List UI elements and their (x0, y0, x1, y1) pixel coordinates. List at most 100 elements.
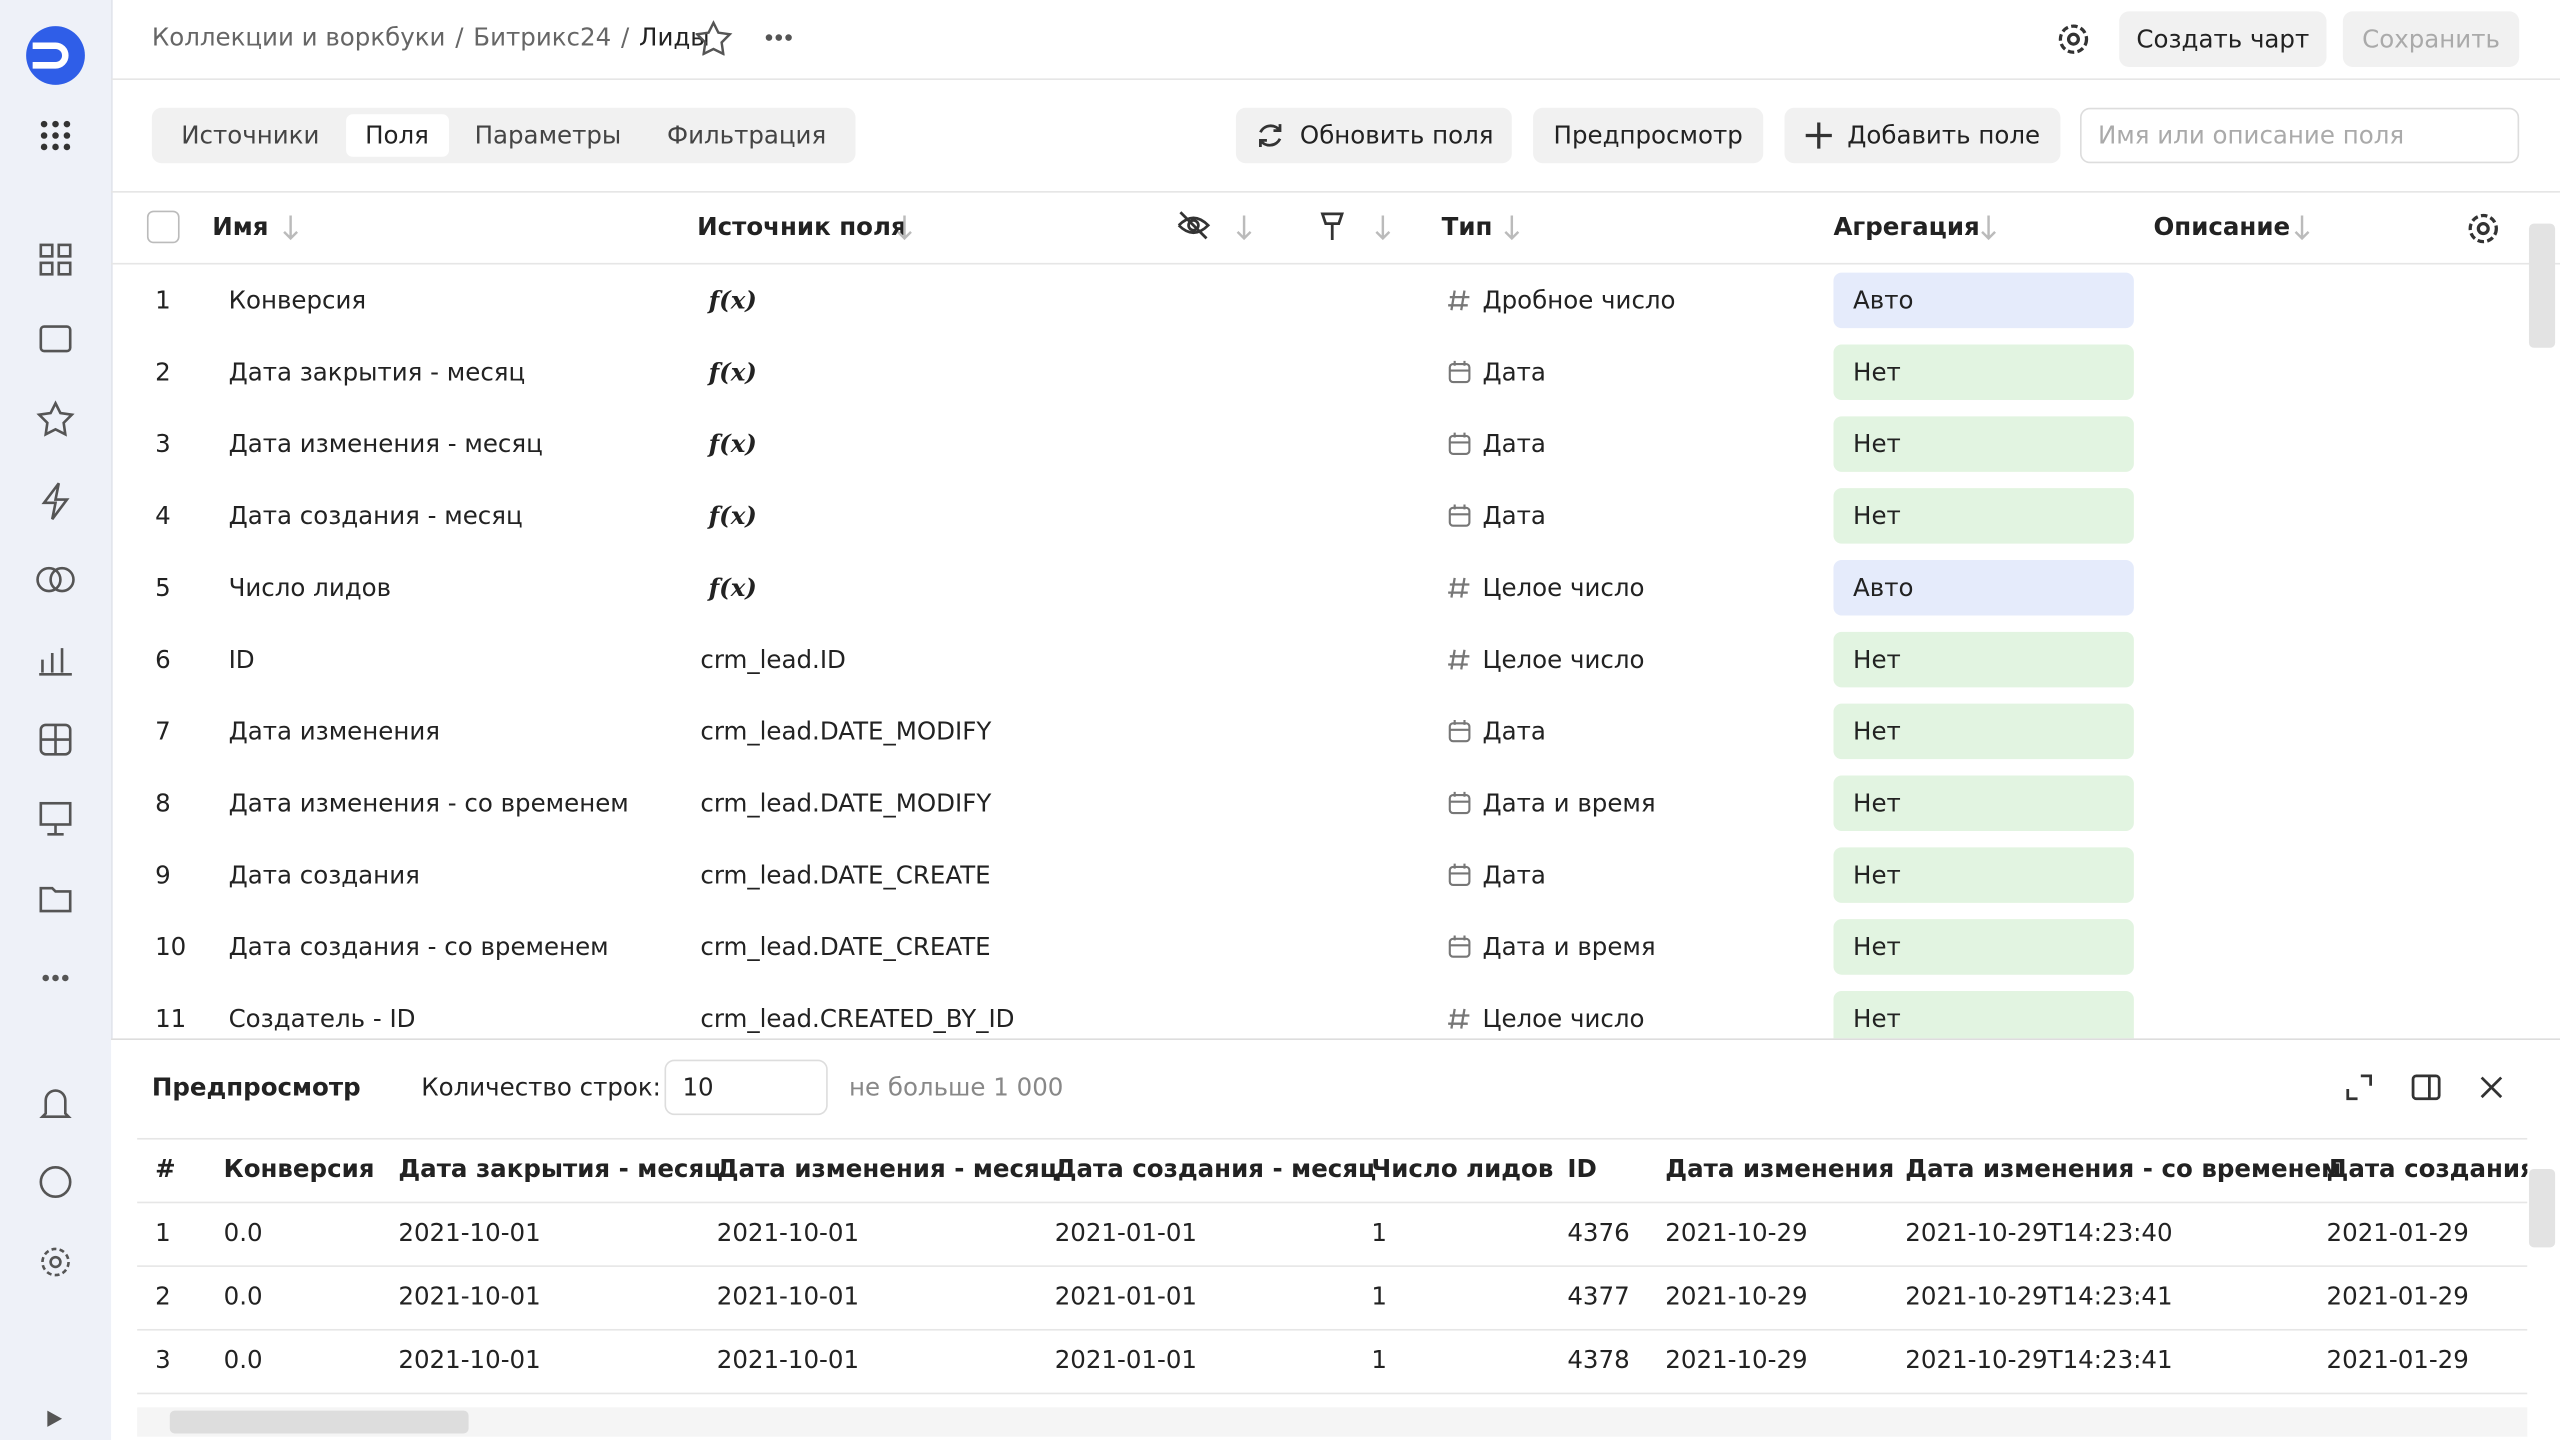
field-name: Дата изменения - месяц (228, 429, 543, 459)
sort-icon[interactable] (1502, 212, 1522, 241)
field-name: Дата изменения - со временем (228, 788, 629, 818)
field-source: f(x) (708, 285, 757, 316)
field-type: Целое число (1482, 1004, 1645, 1034)
row-number: 7 (155, 716, 171, 747)
refresh-fields-button[interactable]: Обновить поля (1235, 107, 1512, 164)
preview-cell: 1 (1371, 1281, 1388, 1312)
table-settings-icon[interactable] (2465, 211, 2501, 247)
aggregation-select[interactable]: Авто (1833, 272, 2134, 329)
h-scrollbar (169, 1410, 469, 1434)
row-number: 11 (155, 1004, 187, 1034)
field-source: crm_lead.ID (700, 644, 846, 675)
preview-icons[interactable] (2343, 1071, 2510, 1104)
fields-table: Имя Источник поля Тип Агрегация Описание 1 Кон… (155, 212, 2312, 1039)
tab[interactable]: Фильтрация (666, 120, 827, 151)
field-source: crm_lead.DATE_CREATE (700, 932, 991, 962)
row-number: 6 (155, 644, 171, 675)
number-icon (1448, 1008, 1470, 1029)
aggregation-select[interactable]: Нет (1833, 991, 2134, 1039)
preview-cell: 2021-10-01 (716, 1217, 860, 1248)
preview-cell: 1 (1371, 1345, 1388, 1375)
aggregation-select[interactable]: Нет (1833, 344, 2134, 400)
row-number: 9 (155, 860, 171, 890)
aggregation-select[interactable]: Нет (1833, 703, 2134, 760)
row-number: 1 (155, 285, 171, 316)
rows-input[interactable]: 10 (664, 1059, 828, 1116)
search-input[interactable]: Имя или описание поля (2079, 107, 2520, 164)
preview-cell: 2021-01-29 (2326, 1345, 2469, 1375)
column-icons (1177, 211, 1391, 241)
sort-icon[interactable] (2292, 212, 2312, 241)
date-icon (1448, 791, 1471, 815)
preview-cell: 2021-10-01 (716, 1345, 860, 1375)
aggregation-select[interactable]: Нет (1833, 416, 2134, 472)
preview-column-header: Число лидов (1371, 1154, 1554, 1184)
tabs: Источники Поля Параметры Фильтрация (151, 107, 856, 164)
field-name: Дата изменения (228, 716, 440, 747)
add-field-button[interactable]: Добавить поле (1784, 107, 2061, 164)
date-icon (1448, 504, 1471, 527)
preview-column-header: Дата создания (2326, 1154, 2528, 1184)
tab[interactable]: Поля (345, 114, 449, 157)
preview-cell: 0.0 (223, 1217, 263, 1248)
field-type: Дата и время (1482, 788, 1656, 818)
preview-cell: 2021-10-29 (1665, 1281, 1808, 1312)
preview-column-header: Дата изменения (1665, 1154, 1895, 1184)
row-number: 4 (155, 501, 171, 531)
plus-icon (1806, 122, 1833, 149)
field-source: crm_lead.DATE_CREATE (700, 860, 991, 890)
preview-cell: 3 (155, 1345, 171, 1375)
preview-title: Предпросмотр (151, 1072, 361, 1103)
preview-table: # Конверсия Дата закрытия - месяц Дата изме… (137, 1137, 2528, 1395)
column-header: Источник поля (697, 212, 907, 242)
aggregation-select[interactable]: Авто (1833, 559, 2134, 616)
settings-icon[interactable] (2056, 21, 2092, 57)
aggregation-select[interactable]: Нет (1833, 488, 2134, 544)
row-number: 8 (155, 788, 171, 818)
field-type: Дата (1482, 429, 1546, 459)
preview-cell: 2021-01-29 (2326, 1281, 2469, 1312)
field-type: Дробное число (1482, 285, 1676, 316)
preview-cell: 4377 (1567, 1281, 1630, 1312)
preview-cell: 2021-10-29 (1665, 1345, 1808, 1375)
crumb: Битрикс24 (473, 22, 612, 53)
sort-icon[interactable] (1979, 212, 1999, 241)
preview-cell: 2 (155, 1281, 171, 1312)
preview-cell: 1 (1371, 1217, 1388, 1248)
create-chart-button[interactable]: Создать чарт (2119, 11, 2327, 67)
tab[interactable]: Параметры (474, 120, 622, 151)
preview-cell: 2021-01-01 (1054, 1345, 1198, 1375)
crumb: Лиды (639, 22, 710, 53)
preview-button[interactable]: Предпросмотр (1533, 107, 1764, 164)
preview-column-header: Дата закрытия - месяц (398, 1154, 723, 1184)
field-source: f(x) (708, 357, 757, 387)
rows-hint: не больше 1 000 (848, 1072, 1064, 1103)
aggregation-select[interactable]: Нет (1833, 775, 2134, 832)
sidebar (0, 0, 113, 1440)
aggregation-select[interactable]: Нет (1833, 631, 2134, 688)
preview-cell: 2021-10-01 (398, 1281, 541, 1312)
preview-cell: 2021-01-01 (1054, 1281, 1198, 1312)
preview-cell: 2021-10-29T14:23:40 (1905, 1217, 2173, 1248)
preview-panel (111, 1038, 2560, 1440)
sort-icon[interactable] (281, 212, 301, 241)
preview-column-header: Конверсия (223, 1154, 375, 1184)
column-header: Имя (212, 212, 269, 242)
tab[interactable]: Источники (181, 120, 320, 151)
preview-column-header: # (155, 1154, 176, 1184)
aggregation-select[interactable]: Нет (1833, 919, 2134, 975)
label: Обновить поля (1299, 120, 1494, 151)
preview-cell: 2021-10-01 (716, 1281, 860, 1312)
aggregation-select[interactable]: Нет (1833, 847, 2134, 903)
field-type: Дата (1482, 716, 1546, 747)
header (111, 0, 2560, 80)
preview-row-line (137, 1265, 2528, 1267)
column-header: Агрегация (1833, 212, 1980, 242)
select-all-checkbox[interactable] (146, 210, 180, 244)
field-source: crm_lead.DATE_MODIFY (700, 788, 992, 818)
number-icon (1448, 290, 1470, 311)
field-name: ID (228, 644, 255, 675)
save-button[interactable]: Сохранить (2342, 11, 2520, 67)
sort-icon[interactable] (895, 212, 915, 241)
